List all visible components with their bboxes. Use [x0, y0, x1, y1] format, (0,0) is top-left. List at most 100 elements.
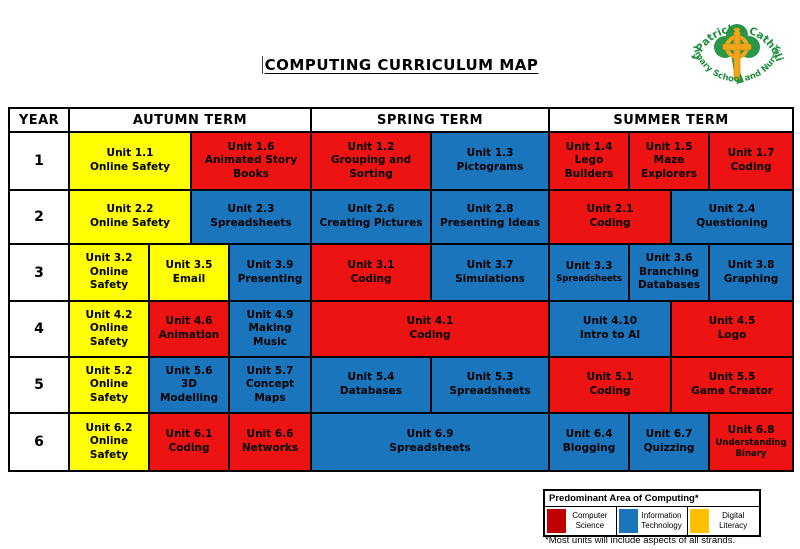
- unit-number: Unit 6.4: [565, 428, 613, 441]
- year-3-row: 3 Unit 3.2 Online Safety Unit 3.5 Email Un…: [8, 243, 795, 302]
- unit-name: Animated Story Books: [204, 154, 298, 180]
- unit-name: Quizzing: [643, 442, 695, 454]
- unit-number: Unit 2.8: [466, 203, 514, 216]
- unit-number: Unit 4.1: [406, 315, 454, 328]
- unit-cell: Unit 1.4 Lego Builders: [548, 131, 631, 191]
- legend-label: Digital Literacy: [719, 511, 748, 530]
- unit-number: Unit 4.2: [85, 308, 133, 321]
- unit-cell: Unit 3.6 Branching Databases: [628, 243, 711, 302]
- unit-cell: Unit 5.2 Online Safety: [68, 356, 150, 414]
- page-title: COMPUTING CURRICULUM MAP: [264, 56, 539, 74]
- year-5-row: 5 Unit 5.2 Online Safety Unit 5.6 3D Model…: [8, 356, 795, 414]
- unit-cell: Unit 3.5 Email: [148, 243, 230, 302]
- header-row: YEAR AUTUMN TERM SPRING TERM SUMMER TERM: [8, 107, 795, 133]
- unit-cell: Unit 4.1 Coding: [309, 300, 551, 358]
- unit-cell: Unit 1.3 Pictograms: [429, 131, 551, 191]
- unit-number: Unit 4.10: [582, 315, 638, 328]
- unit-name: Concept Maps: [245, 378, 295, 404]
- unit-name: Understanding Binary: [715, 437, 787, 459]
- unit-cell: Unit 1.1 Online Safety: [68, 131, 192, 191]
- unit-number: Unit 2.3: [227, 203, 275, 216]
- header-summer-term: SUMMER TERM: [548, 107, 795, 133]
- unit-number: Unit 4.5: [708, 315, 756, 328]
- unit-cell: Unit 2.6 Creating Pictures: [310, 189, 432, 245]
- unit-number: Unit 6.7: [645, 428, 693, 441]
- unit-cell: Unit 5.4 Databases: [310, 356, 432, 414]
- unit-name: Pictograms: [456, 161, 524, 173]
- unit-number: Unit 3.8: [727, 258, 775, 271]
- unit-cell: Unit 1.6 Animated Story Books: [190, 131, 312, 191]
- unit-name: Spreadsheets: [449, 385, 531, 397]
- year-label: 5: [8, 356, 70, 414]
- unit-number: Unit 6.8: [727, 424, 775, 437]
- unit-number: Unit 4.6: [165, 315, 213, 328]
- year-label: 2: [8, 189, 70, 245]
- unit-name: Coding: [730, 161, 772, 173]
- unit-number: Unit 3.6: [645, 252, 693, 265]
- unit-name: Networks: [241, 442, 299, 454]
- unit-cell: Unit 2.4 Questioning: [670, 189, 795, 245]
- unit-number: Unit 4.9: [246, 308, 294, 321]
- unit-number: Unit 1.1: [106, 147, 154, 160]
- year-label: 4: [8, 300, 70, 358]
- unit-name: Online Safety: [89, 435, 129, 461]
- unit-cell: Unit 4.6 Animation: [148, 300, 230, 358]
- unit-number: Unit 6.6: [246, 428, 294, 441]
- unit-cell: Unit 6.6 Networks: [228, 412, 312, 472]
- unit-cell: Unit 4.2 Online Safety: [68, 300, 150, 358]
- computer-science-swatch: [547, 509, 566, 533]
- unit-cell: Unit 3.2 Online Safety: [68, 243, 150, 302]
- unit-cell: Unit 2.1 Coding: [548, 189, 673, 245]
- unit-number: Unit 1.7: [727, 147, 775, 160]
- unit-number: Unit 1.2: [347, 140, 395, 153]
- unit-name: Making Music: [248, 322, 292, 348]
- unit-name: Email: [172, 272, 206, 285]
- unit-cell: Unit 4.5 Logo: [670, 300, 795, 358]
- unit-name: Presenting Ideas: [440, 217, 540, 229]
- unit-number: Unit 5.3: [466, 371, 514, 384]
- unit-cell: Unit 4.10 Intro to AI: [548, 300, 673, 358]
- unit-name: Maze Explorers: [641, 154, 698, 180]
- unit-name: Creating Pictures: [319, 217, 423, 229]
- unit-number: Unit 2.2: [106, 203, 154, 216]
- unit-cell: Unit 1.7 Coding: [708, 131, 795, 191]
- year-label: 6: [8, 412, 70, 472]
- unit-name: Databases: [339, 385, 403, 397]
- unit-name: Online Safety: [89, 378, 129, 404]
- unit-cell: Unit 3.8 Graphing: [708, 243, 795, 302]
- unit-number: Unit 1.5: [645, 140, 693, 153]
- unit-number: Unit 3.7: [466, 258, 514, 271]
- unit-cell: Unit 6.7 Quizzing: [628, 412, 711, 472]
- school-logo: St Patrick's Catholic Primary School and…: [684, 2, 785, 85]
- curriculum-table: YEAR AUTUMN TERM SPRING TERM SUMMER TERM…: [8, 107, 795, 472]
- unit-number: Unit 3.9: [246, 258, 294, 271]
- legend-label: Computer Science: [572, 511, 608, 530]
- unit-name: 3D Modelling: [159, 378, 219, 404]
- year-label: 1: [8, 131, 70, 191]
- text-cursor: [261, 56, 263, 74]
- unit-cell: Unit 5.7 Concept Maps: [228, 356, 312, 414]
- unit-name: Coding: [409, 329, 451, 341]
- unit-cell: Unit 3.1 Coding: [310, 243, 432, 302]
- unit-cell: Unit 5.3 Spreadsheets: [429, 356, 551, 414]
- header-autumn-term: AUTUMN TERM: [68, 107, 312, 133]
- year-6-row: 6 Unit 6.2 Online Safety Unit 6.1 Coding U…: [8, 412, 795, 472]
- unit-name: Branching Databases: [637, 265, 701, 292]
- unit-number: Unit 6.2: [85, 421, 133, 434]
- unit-number: Unit 2.1: [586, 203, 634, 216]
- unit-number: Unit 5.4: [347, 371, 395, 384]
- unit-name: Questioning: [696, 217, 768, 229]
- digital-literacy-swatch: [690, 509, 710, 533]
- unit-name: Coding: [350, 272, 392, 285]
- unit-cell: Unit 2.8 Presenting Ideas: [429, 189, 551, 245]
- unit-name: Online Safety: [89, 217, 171, 229]
- unit-name: Graphing: [723, 272, 779, 285]
- unit-number: Unit 3.5: [165, 258, 213, 271]
- unit-number: Unit 2.6: [347, 203, 395, 216]
- unit-cell: Unit 5.6 3D Modelling: [148, 356, 230, 414]
- unit-cell: Unit 5.1 Coding: [548, 356, 673, 414]
- unit-name: Online Safety: [89, 161, 171, 173]
- unit-name: Lego Builders: [564, 154, 614, 180]
- unit-name: Game Creator: [691, 385, 773, 397]
- unit-name: Grouping and Sorting: [330, 154, 412, 180]
